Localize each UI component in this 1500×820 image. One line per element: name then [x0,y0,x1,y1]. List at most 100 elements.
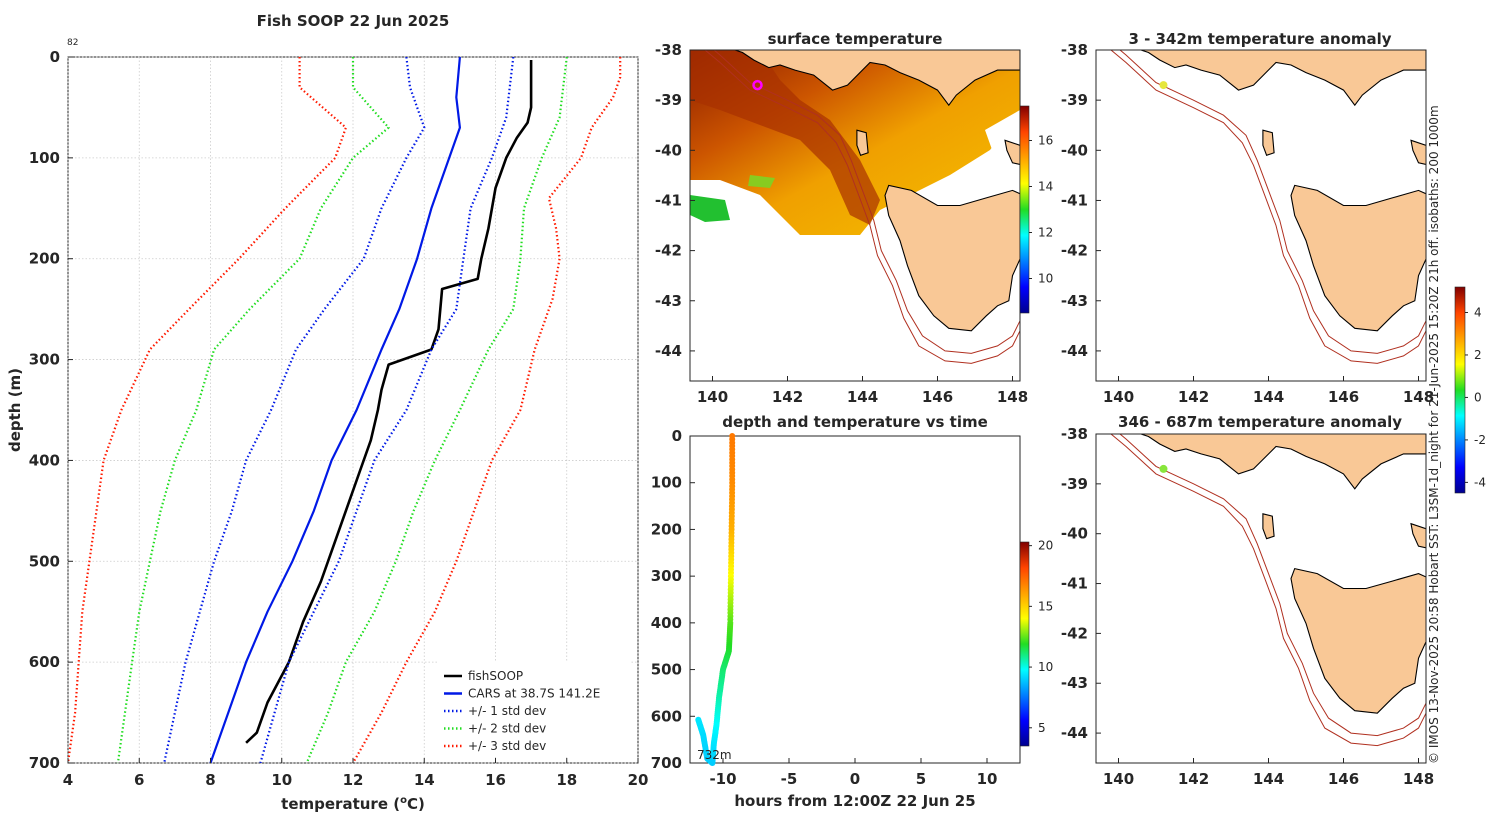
series-line-5 [116,57,390,763]
colorbar-tick-0: 0 [1474,390,1482,404]
land-king-island [856,129,869,156]
time-axes-box [689,435,1021,764]
land-king-island [1262,513,1275,540]
time-y-tick-500: 500 [651,661,682,679]
colorbar-tick--2: -2 [1474,433,1486,447]
map-y-tick--41: -41 [655,191,682,209]
time-y-tick-700: 700 [651,754,682,772]
x-tick-label-18: 18 [556,771,577,789]
colorbar-tick-15: 15 [1038,599,1053,613]
y-tick-label-300: 300 [29,351,60,369]
land-mainland [1140,50,1426,107]
isobath-200m [713,50,1020,354]
x-tick-label-6: 6 [134,771,144,789]
time-point [695,716,702,723]
x-tick-label-20: 20 [628,771,649,789]
colorbar-tick-10: 10 [1038,272,1053,286]
map-x-tick-148: 148 [997,388,1028,406]
land-mainland [734,50,1020,107]
map-x-tick-144: 144 [1253,770,1284,788]
colorbar-tick-10: 10 [1038,660,1053,674]
x-tick-label-10: 10 [271,771,292,789]
map-x-tick-142: 142 [772,388,803,406]
time-title: depth and temperature vs time [722,413,988,431]
isobath-200m [1119,434,1426,737]
profile-x-label: temperature (oC) [281,795,425,813]
colorbar-tick-20: 20 [1038,539,1053,553]
time-x-tick-5: 5 [916,770,926,788]
land-flinders-island [1410,139,1426,166]
legend-label-1: CARS at 38.7S 141.2E [468,687,600,701]
isobath-200m [1119,50,1426,354]
map-y-tick--42: -42 [1061,242,1088,260]
series-line-3 [163,57,426,763]
land-tasmania [884,184,1020,332]
anomaly-lower-title: 346 - 687m temperature anomaly [1118,413,1402,431]
profile-title: Fish SOOP 22 Jun 2025 [257,12,450,30]
y-tick-label-200: 200 [29,250,60,268]
map-y-tick--38: -38 [1061,425,1088,443]
series-line-6 [352,57,622,763]
legend-label-2: +/- 1 std dev [468,704,546,718]
time-y-tick-600: 600 [651,707,682,725]
time-y-tick-300: 300 [651,567,682,585]
map-y-tick--40: -40 [655,141,682,159]
y-tick-label-100: 100 [29,149,60,167]
side-note: © IMOS 13-Nov-2025 20:58 Hobart SST: L3S… [1427,105,1441,764]
map-y-tick--38: -38 [1061,41,1088,59]
land-tasmania [1290,184,1426,332]
map-x-tick-140: 140 [1103,770,1134,788]
y-tick-label-700: 700 [29,754,60,772]
profile-y-ticks: 0 100 200 300 400 500 600 700 [29,48,73,772]
time-x-tick--5: -5 [781,770,798,788]
time-y-tick-200: 200 [651,520,682,538]
isobath-1000m [1110,50,1426,364]
anomaly-upper-marker [1159,81,1168,90]
map-y-tick--38: -38 [655,41,682,59]
legend-label-0: fishSOOP [468,669,523,683]
profile-series [68,57,622,763]
land-mainland [1140,434,1426,490]
map-x-tick-144: 144 [847,388,878,406]
profile-count-label: 82 [67,38,78,48]
sst-colorbar [1019,105,1030,314]
land-tasmania [1290,567,1426,714]
y-tick-label-0: 0 [50,48,60,66]
anomaly-upper-axes-box [1095,49,1427,382]
series-line-1 [209,57,461,763]
series-line-0 [245,60,533,744]
x-tick-label-4: 4 [63,771,73,789]
sst-map-panel: surface temperature 140 142 144 146 148 -38 -3… [655,30,1053,406]
land-king-island [1262,129,1275,156]
legend-label-3: +/- 2 std dev [468,722,546,736]
y-tick-label-400: 400 [29,451,60,469]
time-y-tick-100: 100 [651,474,682,492]
sst-position-marker [752,79,763,91]
anomaly-panel-upper: 3 - 342m temperature anomaly 140 142 144 14… [1061,30,1434,406]
map-x-tick-148: 148 [1403,388,1434,406]
sst-title: surface temperature [768,30,943,48]
profile-y-label: depth (m) [6,368,24,452]
map-x-tick-140: 140 [1103,388,1134,406]
sst-cool-patch [690,195,730,222]
series-line-7 [68,57,347,763]
map-x-tick-146: 146 [1328,770,1359,788]
isobath-1000m [704,50,1020,364]
time-y-tick-0: 0 [672,427,682,445]
y-tick-label-500: 500 [29,552,60,570]
profile-panel: 4 6 8 10 12 14 16 18 20 0 100 200 300 400 500 600 700 F… [6,12,648,813]
sst-patch-2 [748,175,775,188]
map-x-tick-140: 140 [697,388,728,406]
anomaly-upper-title: 3 - 342m temperature anomaly [1128,30,1391,48]
map-y-tick--39: -39 [1061,475,1088,493]
map-x-tick-146: 146 [1328,388,1359,406]
colorbar-tick-4: 4 [1474,305,1482,319]
time-x-label: hours from 12:00Z 22 Jun 25 [734,792,975,810]
land-flinders-island [1410,522,1426,549]
map-x-tick-142: 142 [1178,770,1209,788]
map-y-tick--44: -44 [1061,724,1088,742]
map-x-tick-146: 146 [922,388,953,406]
isobath-1000m [1110,434,1426,747]
map-y-tick--39: -39 [655,91,682,109]
time-panel: depth and temperature vs time -10 -5 0 5 100… [651,413,1054,810]
